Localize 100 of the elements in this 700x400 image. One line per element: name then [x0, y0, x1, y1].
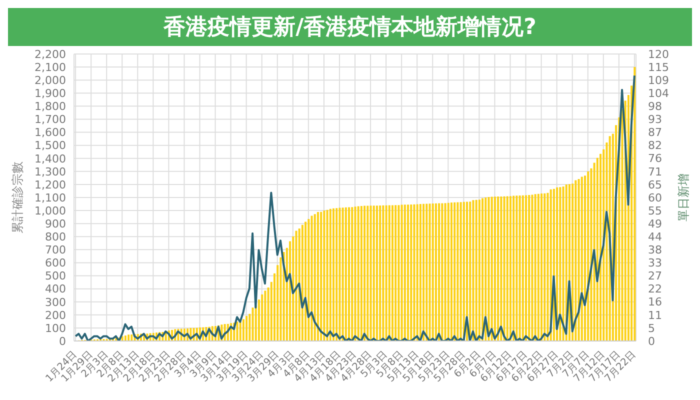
bar — [438, 203, 440, 341]
y2-tick-label: 93 — [648, 113, 662, 126]
bar — [478, 200, 480, 341]
bar — [310, 216, 313, 341]
bar — [128, 334, 130, 341]
bar — [509, 196, 512, 341]
bar — [379, 205, 382, 341]
bar — [400, 204, 403, 341]
bar — [336, 208, 338, 341]
bar — [460, 202, 462, 341]
bar — [531, 194, 534, 341]
bar — [376, 206, 378, 341]
bar — [559, 187, 562, 341]
bar — [580, 176, 583, 341]
bar — [503, 196, 506, 341]
bar — [242, 319, 244, 341]
bar — [488, 196, 490, 341]
y2-tick-label: 87 — [648, 126, 662, 140]
y2-tick-label: 33 — [648, 256, 662, 270]
bar — [544, 193, 546, 341]
y-tick-label: 700 — [45, 244, 66, 257]
bar — [407, 204, 410, 341]
bar — [264, 290, 266, 341]
bar — [419, 204, 422, 341]
y2-tick-label: 60 — [648, 191, 662, 204]
y2-tick-label: 120 — [648, 48, 669, 61]
y-tick-label: 1,600 — [34, 126, 66, 140]
bar — [596, 158, 598, 341]
bar — [600, 154, 602, 341]
bar — [416, 204, 418, 341]
bar — [338, 208, 341, 341]
chart-title: 香港疫情更新/香港疫情本地新增情况? — [8, 8, 692, 46]
bar — [329, 208, 332, 341]
bar — [482, 198, 484, 341]
y-tick-label: 2,100 — [34, 60, 66, 74]
bar — [261, 294, 264, 341]
y2-tick-label: 0 — [648, 334, 655, 348]
bar — [332, 208, 334, 341]
y-tick-label: 1,800 — [34, 100, 66, 114]
bar — [574, 180, 577, 341]
bar — [316, 212, 319, 341]
bar — [584, 176, 586, 341]
y-axis-title: 累計確診宗數 — [10, 162, 24, 234]
bar — [410, 204, 412, 341]
y2-tick-label: 76 — [648, 152, 662, 166]
y-tick-label: 0 — [59, 334, 66, 348]
line-series — [74, 74, 636, 341]
bar — [534, 194, 536, 341]
y2-tick-label: 11 — [648, 308, 662, 322]
bar — [540, 193, 543, 341]
bar — [323, 210, 326, 341]
y2-tick-label: 104 — [648, 86, 669, 100]
bar — [537, 194, 540, 341]
y2-tick-label: 71 — [648, 165, 662, 178]
bar — [301, 224, 304, 341]
bar — [432, 204, 434, 341]
bar — [252, 308, 254, 341]
bar — [466, 202, 468, 341]
bar — [506, 196, 508, 341]
y-tick-label: 600 — [45, 256, 66, 270]
bar — [422, 204, 425, 341]
bar — [528, 195, 530, 341]
y-tick-label: 2,200 — [34, 48, 66, 61]
bar — [304, 222, 307, 341]
bar — [246, 316, 248, 341]
y2-tick-label: 82 — [648, 139, 662, 152]
bar — [236, 322, 238, 341]
y2-tick-label: 27 — [648, 270, 662, 283]
bar — [388, 205, 390, 341]
y2-tick-label: 38 — [648, 244, 662, 257]
bar — [494, 196, 496, 341]
y-tick-label: 1,700 — [34, 113, 66, 126]
bar — [360, 206, 362, 341]
bar — [314, 214, 316, 341]
bar — [366, 206, 369, 341]
bar — [522, 195, 524, 341]
bar — [434, 203, 437, 341]
bar — [344, 207, 347, 341]
bar — [500, 196, 502, 341]
bar — [578, 178, 580, 341]
y-tick-label: 1,200 — [34, 178, 66, 192]
bar — [497, 196, 500, 341]
bar — [385, 205, 388, 341]
y2-tick-label: 55 — [648, 204, 662, 218]
y-tick-label: 800 — [45, 230, 66, 244]
bar — [348, 207, 350, 341]
y2-tick-label: 5 — [648, 322, 655, 335]
bar — [124, 336, 126, 341]
y-tick-label: 1,000 — [34, 204, 66, 218]
bar — [364, 206, 366, 341]
bar — [428, 204, 431, 341]
bar — [354, 206, 356, 341]
bar — [444, 203, 446, 341]
bar — [634, 67, 636, 341]
bar — [342, 208, 344, 341]
y2-tick-label: 16 — [648, 296, 662, 309]
bar — [516, 196, 518, 341]
bar — [398, 205, 400, 341]
bar — [370, 206, 372, 341]
y2-tick-label: 115 — [648, 60, 669, 74]
